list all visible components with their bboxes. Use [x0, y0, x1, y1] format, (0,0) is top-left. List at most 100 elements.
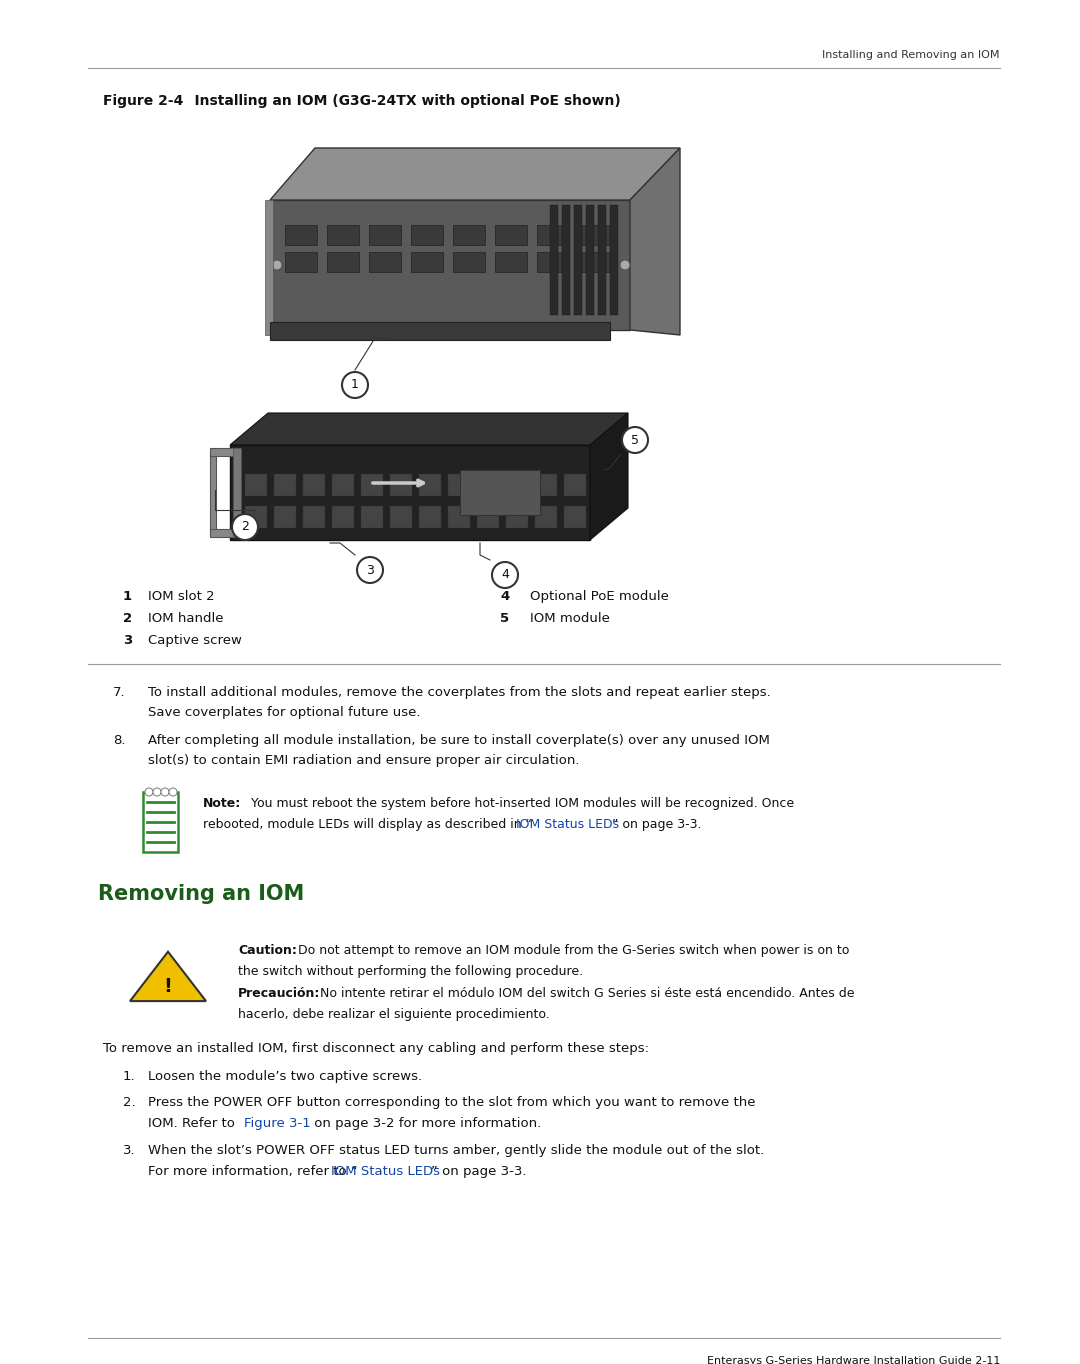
- Bar: [265, 201, 273, 336]
- Circle shape: [492, 562, 518, 588]
- Bar: [245, 506, 267, 528]
- Bar: [285, 252, 318, 271]
- Bar: [369, 225, 401, 246]
- Bar: [419, 506, 441, 528]
- Text: slot(s) to contain EMI radiation and ensure proper air circulation.: slot(s) to contain EMI radiation and ens…: [148, 754, 580, 767]
- Bar: [610, 205, 618, 315]
- Bar: [535, 506, 557, 528]
- Text: 1: 1: [123, 591, 132, 603]
- Text: 2: 2: [241, 521, 248, 533]
- Bar: [332, 475, 354, 496]
- Text: ” on page 3-3.: ” on page 3-3.: [612, 818, 702, 831]
- Polygon shape: [230, 445, 590, 540]
- Text: ” on page 3-3.: ” on page 3-3.: [431, 1165, 527, 1178]
- Bar: [448, 506, 470, 528]
- Bar: [448, 475, 470, 496]
- Bar: [210, 453, 216, 532]
- Text: 1.: 1.: [123, 1069, 136, 1083]
- Polygon shape: [270, 149, 680, 201]
- Text: 3: 3: [366, 563, 374, 577]
- Text: To remove an installed IOM, first disconnect any cabling and perform these steps: To remove an installed IOM, first discon…: [103, 1042, 649, 1054]
- Text: 5: 5: [500, 612, 509, 625]
- Polygon shape: [630, 149, 680, 336]
- Bar: [579, 252, 611, 271]
- Bar: [327, 225, 359, 246]
- Bar: [495, 252, 527, 271]
- Text: 1: 1: [351, 378, 359, 391]
- Bar: [535, 475, 557, 496]
- Text: Loosen the module’s two captive screws.: Loosen the module’s two captive screws.: [148, 1069, 422, 1083]
- Bar: [210, 529, 240, 537]
- Bar: [285, 225, 318, 246]
- Text: 2: 2: [123, 612, 132, 625]
- Bar: [327, 252, 359, 271]
- Circle shape: [168, 788, 177, 797]
- Text: Press the POWER OFF button corresponding to the slot from which you want to remo: Press the POWER OFF button corresponding…: [148, 1097, 756, 1109]
- Text: IOM module: IOM module: [530, 612, 610, 625]
- Bar: [562, 205, 570, 315]
- Bar: [537, 225, 569, 246]
- Bar: [495, 225, 527, 246]
- Text: When the slot’s POWER OFF status LED turns amber, gently slide the module out of: When the slot’s POWER OFF status LED tur…: [148, 1144, 765, 1157]
- Bar: [453, 225, 485, 246]
- Text: 5: 5: [631, 434, 639, 446]
- Polygon shape: [270, 201, 630, 330]
- Bar: [537, 252, 569, 271]
- Circle shape: [342, 372, 368, 398]
- Text: IOM handle: IOM handle: [148, 612, 224, 625]
- Polygon shape: [590, 413, 627, 540]
- Bar: [361, 475, 383, 496]
- Polygon shape: [230, 413, 627, 445]
- Bar: [245, 475, 267, 496]
- Circle shape: [232, 514, 258, 540]
- Bar: [507, 475, 528, 496]
- Text: IOM slot 2: IOM slot 2: [148, 591, 215, 603]
- Text: IOM Status LEDs: IOM Status LEDs: [330, 1165, 440, 1178]
- Text: Captive screw: Captive screw: [148, 634, 242, 647]
- Text: IOM. Refer to: IOM. Refer to: [148, 1117, 239, 1129]
- Bar: [477, 475, 499, 496]
- Bar: [390, 506, 411, 528]
- Bar: [369, 252, 401, 271]
- Text: Removing an IOM: Removing an IOM: [98, 884, 305, 904]
- Text: IOM Status LEDs: IOM Status LEDs: [516, 818, 619, 831]
- Bar: [477, 506, 499, 528]
- Bar: [274, 475, 296, 496]
- Bar: [210, 447, 240, 456]
- Bar: [550, 205, 558, 315]
- Circle shape: [272, 261, 282, 270]
- Text: Save coverplates for optional future use.: Save coverplates for optional future use…: [148, 707, 420, 719]
- Text: !: !: [163, 977, 173, 996]
- Text: After completing all module installation, be sure to install coverplate(s) over : After completing all module installation…: [148, 734, 770, 747]
- Circle shape: [357, 557, 383, 582]
- Text: 7.: 7.: [113, 686, 125, 698]
- Bar: [598, 205, 606, 315]
- Text: hacerlo, debe realizar el siguiente procedimiento.: hacerlo, debe realizar el siguiente proc…: [238, 1008, 550, 1022]
- Text: No intente retirar el módulo IOM del switch G Series si éste está encendido. Ant: No intente retirar el módulo IOM del swi…: [320, 988, 854, 1000]
- Text: 4: 4: [501, 569, 509, 581]
- Text: Figure 3-1: Figure 3-1: [244, 1117, 311, 1129]
- Text: Installing an IOM (G3G-24TX with optional PoE shown): Installing an IOM (G3G-24TX with optiona…: [175, 94, 621, 108]
- Text: For more information, refer to “: For more information, refer to “: [148, 1165, 357, 1178]
- Bar: [411, 225, 443, 246]
- Bar: [586, 205, 594, 315]
- Text: You must reboot the system before hot-inserted IOM modules will be recognized. O: You must reboot the system before hot-in…: [247, 797, 794, 810]
- Bar: [579, 225, 611, 246]
- Bar: [303, 475, 325, 496]
- Text: Figure 2-4: Figure 2-4: [103, 94, 184, 108]
- Text: rebooted, module LEDs will display as described in “: rebooted, module LEDs will display as de…: [203, 818, 532, 831]
- Bar: [332, 506, 354, 528]
- Text: Precaución:: Precaución:: [238, 988, 321, 1000]
- Circle shape: [620, 261, 630, 270]
- Text: the switch without performing the following procedure.: the switch without performing the follow…: [238, 964, 583, 978]
- Text: 3.: 3.: [123, 1144, 136, 1157]
- Text: To install additional modules, remove the coverplates from the slots and repeat : To install additional modules, remove th…: [148, 686, 771, 698]
- Bar: [233, 447, 241, 537]
- Bar: [361, 506, 383, 528]
- Bar: [143, 792, 178, 852]
- Bar: [564, 475, 586, 496]
- Text: Enterasys G-Series Hardware Installation Guide 2-11: Enterasys G-Series Hardware Installation…: [706, 1356, 1000, 1364]
- Bar: [390, 475, 411, 496]
- Text: 3: 3: [123, 634, 132, 647]
- Bar: [573, 205, 582, 315]
